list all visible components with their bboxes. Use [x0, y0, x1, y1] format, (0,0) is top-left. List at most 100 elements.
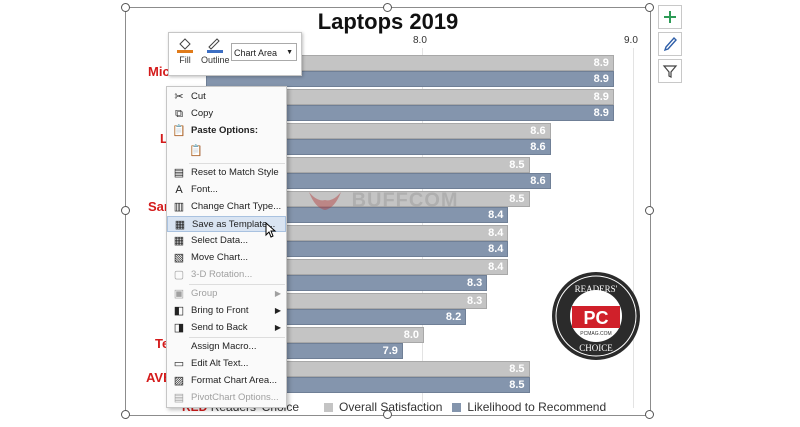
- resize-handle[interactable]: [121, 206, 130, 215]
- pivot-icon: ▤: [173, 392, 185, 404]
- menu-separator: [189, 284, 285, 285]
- alt-text-icon: ▭: [173, 358, 185, 370]
- menu-item-reset[interactable]: ▤ Reset to Match Style: [173, 167, 279, 179]
- copy-icon: ⧉: [175, 108, 183, 120]
- bar-value-label: 8.3: [467, 295, 483, 307]
- resize-handle[interactable]: [645, 206, 654, 215]
- bar-value-label: 8.5: [509, 193, 525, 205]
- badge-bottom-text: CHOICE: [579, 343, 613, 353]
- legend-swatch-sat: [324, 402, 333, 412]
- menu-item-select-data[interactable]: ▦ Select Data...: [173, 235, 249, 247]
- chart-filters-button[interactable]: [658, 59, 682, 83]
- scissors-icon: ✂: [174, 91, 184, 103]
- bar-value-label: 8.4: [488, 261, 504, 273]
- resize-handle[interactable]: [121, 3, 130, 12]
- plus-icon: [664, 11, 676, 23]
- chart-title[interactable]: Laptops 2019: [317, 9, 459, 34]
- menu-item-pivotchart-options: ▤ PivotChart Options...: [173, 392, 279, 404]
- bar-value-label: 8.0: [403, 329, 419, 341]
- bar-value-label: 8.2: [445, 311, 462, 323]
- outline-button[interactable]: Outline: [201, 35, 230, 65]
- bar-chart-icon: ▥: [173, 201, 185, 213]
- bar-value-label: 7.9: [382, 345, 398, 357]
- bar-value-label: 8.9: [593, 91, 609, 103]
- chart-element-select[interactable]: Chart Area ▼: [231, 43, 297, 61]
- reset-style-icon: ▤: [173, 167, 185, 179]
- legend-sat: Overall Satisfaction: [339, 400, 443, 414]
- resize-handle[interactable]: [645, 410, 654, 419]
- menu-item-edit-alt-text[interactable]: ▭ Edit Alt Text...: [173, 358, 249, 370]
- menu-item-move-chart[interactable]: ▧ Move Chart...: [173, 252, 249, 264]
- context-menu: ✂ Cut ⧉ Copy 📋 Paste Options: 📋 ▤ Reset to M…: [166, 86, 287, 408]
- menu-item-font[interactable]: A Font...: [167, 182, 286, 198]
- send-back-icon: ◨: [173, 322, 185, 334]
- menu-item-save-as-template[interactable]: ▦ Save as Template...: [167, 216, 286, 232]
- submenu-arrow-icon: ▶: [274, 289, 281, 298]
- bar-value-label: 8.4: [488, 209, 504, 221]
- menu-item-format-chart-area[interactable]: ▨ Format Chart Area...: [173, 375, 278, 387]
- menu-separator: [189, 337, 285, 338]
- menu-item-change-chart-type[interactable]: ▥ Change Chart Type...: [173, 201, 282, 213]
- bar-value-label: 8.3: [467, 277, 483, 289]
- category-label: L: [160, 131, 168, 146]
- bar-value-label: 8.9: [593, 57, 609, 69]
- bull-logo-icon: [309, 192, 341, 210]
- data-grid-icon: ▦: [173, 235, 185, 247]
- legend-rec: Likelihood to Recommend: [467, 400, 607, 414]
- category-label: AVE: [146, 370, 172, 385]
- pen-icon: [207, 38, 223, 53]
- fill-button[interactable]: Fill: [171, 35, 199, 65]
- menu-item-send-to-back[interactable]: ◨ Send to Back ▶: [173, 322, 281, 334]
- template-icon: ▦: [174, 219, 186, 231]
- menu-item-assign-macro[interactable]: Assign Macro...: [191, 341, 257, 352]
- paste-icon: 📋: [189, 145, 203, 157]
- chart-styles-button[interactable]: [658, 32, 682, 56]
- menu-paste-options-header: 📋 Paste Options:: [172, 125, 259, 137]
- axis-tick-8: 8.0: [413, 35, 427, 46]
- category-label: Te: [155, 336, 170, 351]
- badge-site-text: PCMAG.COM: [580, 331, 611, 337]
- menu-item-3d-rotation: ▢ 3-D Rotation...: [173, 269, 253, 281]
- bar-value-label: 8.9: [593, 73, 609, 85]
- legend[interactable]: Overall Satisfaction Likelihood to Recom…: [324, 400, 606, 414]
- readers-choice-badge: READERS' PC PCMAG.COM CHOICE: [552, 272, 640, 360]
- bar-likelihood-recommend[interactable]: 8.6: [206, 173, 551, 189]
- badge-pc-text: PC: [583, 308, 608, 328]
- legend-swatch-rec: [452, 402, 462, 412]
- watermark: BUFFCOM: [305, 188, 459, 214]
- bar-overall-satisfaction[interactable]: 8.9: [206, 55, 614, 71]
- bar-overall-satisfaction[interactable]: 8.9: [206, 89, 614, 105]
- resize-handle[interactable]: [645, 3, 654, 12]
- badge-top-text: READERS': [575, 284, 618, 294]
- category-label: Mic: [148, 64, 170, 79]
- menu-item-group: ▣ Group ▶: [173, 288, 281, 300]
- format-icon: ▨: [173, 375, 185, 387]
- filter-icon: [662, 65, 678, 78]
- submenu-arrow-icon: ▶: [274, 323, 281, 332]
- bar-value-label: 8.5: [509, 159, 525, 171]
- menu-item-bring-to-front[interactable]: ◧ Bring to Front ▶: [173, 305, 281, 317]
- bar-value-label: 8.4: [488, 243, 504, 255]
- chevron-down-icon: ▼: [286, 49, 293, 56]
- bar-value-label: 8.9: [593, 107, 609, 119]
- menu-separator: [189, 163, 285, 164]
- bar-value-label: 8.5: [509, 379, 525, 391]
- menu-item-copy[interactable]: ⧉ Copy: [167, 106, 286, 122]
- bar-likelihood-recommend[interactable]: 8.9: [206, 71, 614, 87]
- move-chart-icon: ▧: [173, 252, 185, 264]
- bar-likelihood-recommend[interactable]: 8.9: [206, 105, 614, 121]
- rotation-icon: ▢: [173, 269, 185, 281]
- menu-paste-option[interactable]: 📋: [167, 141, 286, 161]
- menu-item-cut[interactable]: ✂ Cut: [167, 89, 286, 105]
- brush-icon: [663, 36, 677, 52]
- chart-elements-button[interactable]: [658, 5, 682, 29]
- bar-value-label: 8.6: [530, 125, 546, 137]
- gridline: [633, 48, 634, 408]
- submenu-arrow-icon: ▶: [274, 306, 281, 315]
- bar-value-label: 8.4: [488, 227, 504, 239]
- group-icon: ▣: [173, 288, 185, 300]
- resize-handle[interactable]: [121, 410, 130, 419]
- font-icon: A: [175, 184, 183, 196]
- resize-handle[interactable]: [383, 3, 392, 12]
- resize-handle[interactable]: [383, 410, 392, 419]
